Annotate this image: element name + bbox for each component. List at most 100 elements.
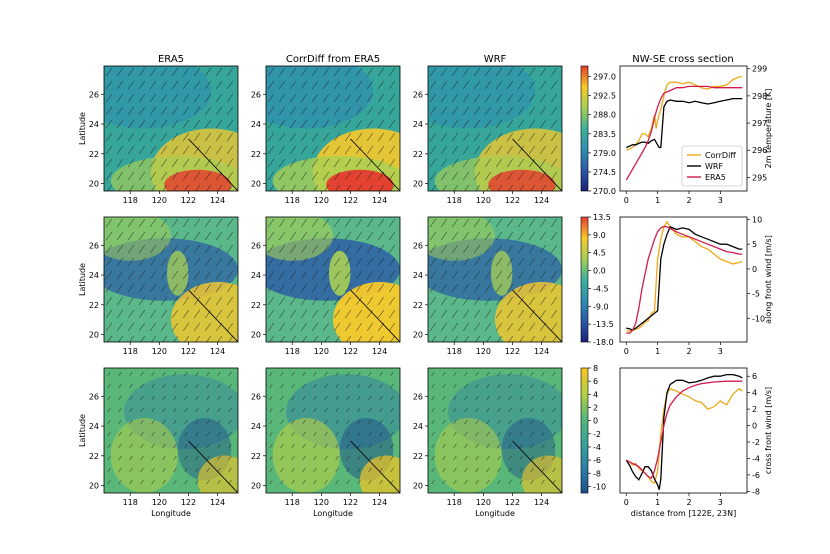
chart-legend: CorrDiff WRF ERA5 [681,145,743,187]
field-patch [326,169,394,191]
map-frame [103,216,239,343]
colorbar-tick-label: 8 [593,364,598,373]
map-ytick-label: 20 [413,180,423,189]
map-field [428,217,562,342]
chart-xtick-label: 3 [718,347,723,356]
map-ytick-label: 22 [413,150,423,159]
map-xtick-label: 122 [505,498,520,507]
series-line-era5 [625,85,743,181]
map-ytick-label: 26 [251,90,261,99]
cross-section-line [512,138,562,191]
map-frame [265,65,401,192]
map-ytick-label: 24 [89,120,99,129]
map-ytick-label: 24 [89,422,99,431]
chart-xtick-label: 2 [686,498,691,507]
map-panel-r3-c2: 20 22 24 26 118 120 122 124 Longitude [251,367,401,518]
map-ytick-label: 20 [89,180,99,189]
series-line-wrf [626,97,743,149]
wind-vectors [269,371,394,485]
field-patch [104,217,171,261]
map-xtick-label: 122 [505,196,520,205]
map-field [266,368,400,493]
chart-ytick-label: -6 [752,471,760,480]
colorbar-3: 8 6 4 2 0 -2 -4 -6 -8 -10 [580,364,606,494]
map-xtick-label: 124 [534,347,549,356]
map-xtick-label: 124 [534,196,549,205]
map-xtick-label: 122 [343,196,358,205]
map-ytick-label: 26 [89,241,99,250]
cross-section-line [188,138,238,191]
map-xtick-label: 118 [285,498,300,507]
chart-frame [619,367,748,494]
colorbar-tick-label: 288.0 [593,111,616,120]
cross-section-chart-3: 6 4 2 0 -2 -4 -6 -8 0 1 2 3 cross front wind [m/s] di… [619,367,773,518]
series-line-wrf [626,226,743,331]
chart-ytick-label: 2 [752,405,757,414]
map-field [266,66,400,191]
chart-ytick-label: 299 [752,65,767,74]
chart-ytick-label: 10 [752,215,762,224]
chart-ylabel: 2m temperature [K] [764,89,773,169]
chart-xtick-label: 2 [686,347,691,356]
series-line-corrdiff [626,220,743,332]
series-line-wrf [625,373,743,490]
map-panel-r1-c2: 20 22 24 26 118 120 122 124 [251,65,401,205]
map-ytick-label: 22 [89,150,99,159]
colorbar-tick-label: 2 [593,403,598,412]
map-xtick-label: 118 [123,196,138,205]
wind-vectors [267,67,396,191]
map-ytick-label: 20 [89,482,99,491]
map-ytick-label: 24 [413,271,423,280]
wind-vectors [429,218,558,342]
series-line-corrdiff [626,76,743,151]
field-patch [164,169,232,191]
map-xtick-label: 118 [285,347,300,356]
map-xtick-label: 122 [343,347,358,356]
field-patch [488,169,556,191]
colorbar-tick-label: 279.0 [593,149,616,158]
chart-ytick-label: 297 [752,119,767,128]
cross-section-line [350,440,400,493]
map-ytick-label: 26 [413,90,423,99]
chart-ylabel: cross front wind [m/s] [764,387,773,474]
field-patch [490,250,513,296]
colorbar-tick-label: 297.0 [593,73,616,82]
wind-vectors [105,218,234,342]
map-frame [265,367,401,494]
map-ylabel: Latitude [78,112,87,145]
chart-ytick-label: -10 [752,314,765,323]
cross-section-line [188,289,238,342]
field-patch [359,455,400,493]
cross-section-line [350,138,400,191]
colorbars: 297.0 292.5 288.0 283.5 279.0 274.5 270.0 13.5 9… [580,65,616,494]
chart-frame [619,216,748,343]
map-ytick-label: 22 [89,452,99,461]
cross-section-line [512,289,562,342]
map-xlabel: Longitude [475,509,515,518]
colorbar-tick-label: 283.5 [593,130,616,139]
map-ytick-label: 26 [251,392,261,401]
map-ytick-label: 24 [251,422,261,431]
title-cross-section: NW-SE cross section [632,54,734,65]
colorbar-tick-label: 274.5 [593,168,616,177]
map-xtick-label: 124 [372,196,387,205]
chart-ytick-label: 298 [752,92,767,101]
colorbar-gradient [580,216,589,343]
field-patch [197,455,238,493]
map-frame [427,367,563,494]
map-ytick-label: 22 [413,452,423,461]
wind-vectors [431,371,556,485]
map-xtick-label: 122 [181,498,196,507]
map-xtick-label: 122 [505,347,520,356]
cross-section-charts: 299 298 297 296 295 0 1 2 3 2m temperature [K] Cor… [619,65,773,518]
map-ylabel: Latitude [78,414,87,447]
map-ytick-label: 22 [89,301,99,310]
map-xtick-label: 118 [447,498,462,507]
map-ytick-label: 26 [89,90,99,99]
map-field [428,66,562,191]
map-ylabel: Latitude [78,263,87,296]
map-xtick-label: 124 [372,498,387,507]
map-xtick-label: 118 [123,347,138,356]
chart-ytick-label: 4 [752,389,757,398]
